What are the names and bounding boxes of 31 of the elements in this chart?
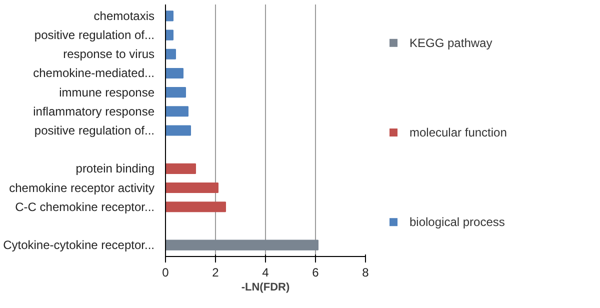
y-tick-label: protein binding xyxy=(76,162,155,176)
x-tick-label: 4 xyxy=(262,266,270,280)
bar xyxy=(166,30,174,40)
y-tick-label: Cytokine-cytokine receptor... xyxy=(3,238,155,252)
y-tick-label: chemokine receptor activity xyxy=(9,180,155,195)
bar xyxy=(166,163,196,174)
bar xyxy=(166,68,184,78)
legend-label: KEGG pathway xyxy=(410,36,492,50)
bar xyxy=(166,48,176,60)
legend-label: molecular function xyxy=(410,126,507,140)
bar xyxy=(166,125,191,136)
x-tick-label: 6 xyxy=(312,266,320,280)
y-tick-label: C-C chemokine receptor... xyxy=(15,200,154,214)
legend-label: biological process xyxy=(410,215,505,230)
y-tick-label: inflammatory response xyxy=(33,104,155,118)
bar xyxy=(166,240,318,250)
bar xyxy=(166,10,174,22)
x-axis-title: -LN(FDR) xyxy=(241,282,290,294)
bar xyxy=(166,202,226,212)
y-tick-label: immune response xyxy=(59,85,155,100)
x-tick-label: 2 xyxy=(212,266,220,280)
x-tick-label: 0 xyxy=(162,266,170,280)
bar xyxy=(166,182,218,194)
y-tick-label: positive regulation of... xyxy=(34,28,155,42)
y-tick-label: chemokine-mediated... xyxy=(33,66,155,80)
y-tick-label: positive regulation of... xyxy=(34,124,155,138)
bar xyxy=(166,87,186,98)
y-tick-label: response to virus xyxy=(63,47,155,62)
x-tick-label: 8 xyxy=(362,266,370,280)
y-tick-label: chemotaxis xyxy=(94,8,155,23)
bar xyxy=(166,106,188,117)
